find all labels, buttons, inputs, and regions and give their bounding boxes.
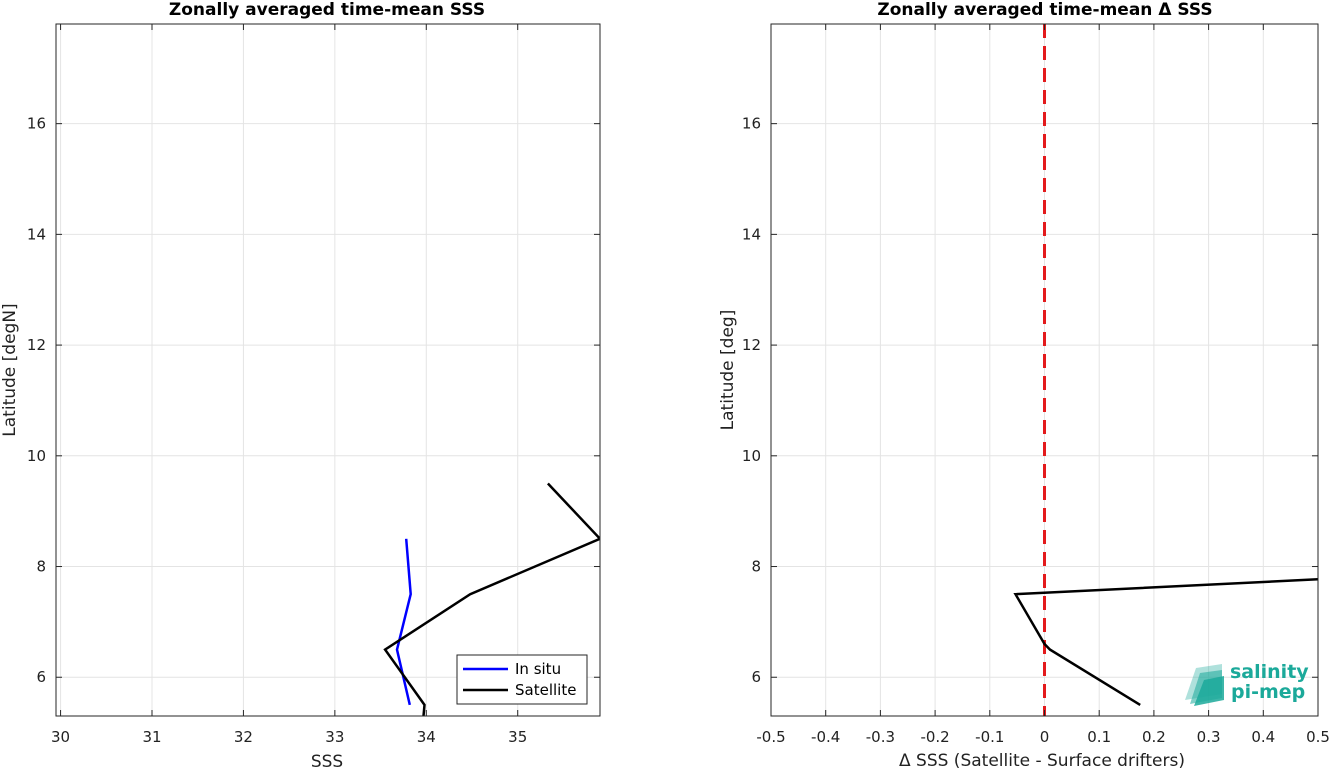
sss-y-tick-label: 10: [27, 447, 46, 465]
sss-y-tick-label: 14: [27, 225, 46, 243]
delta-sss-x-tick-label: -0.3: [866, 728, 895, 746]
delta-sss-x-tick-label: 0.1: [1087, 728, 1111, 746]
sss-x-tick-label: 30: [51, 728, 70, 746]
sss-panel-title: Zonally averaged time-mean SSS: [169, 0, 485, 20]
sss-y-tick-label: 16: [27, 115, 46, 133]
delta-sss-grid: [770, 24, 1319, 716]
delta-sss-x-tick-label: -0.5: [756, 728, 785, 746]
delta-sss-y-tick-label: 16: [742, 115, 761, 133]
delta-sss-series-line-series-0: [1013, 578, 1318, 706]
sss-y-axis-label: Latitude [degN]: [0, 303, 20, 436]
delta-sss-x-tick-label: -0.4: [811, 728, 840, 746]
sss-grid: [56, 24, 600, 716]
sss-series: [383, 482, 600, 716]
sss-x-tick-label: 31: [142, 728, 161, 746]
legend-label-satellite: Satellite: [515, 681, 576, 699]
sss-series-line-in-situ: [395, 538, 412, 706]
logo-text-pi-mep: pi-mep: [1231, 681, 1305, 703]
delta-sss-y-axis-label: Latitude [deg]: [718, 310, 738, 431]
delta-sss-ticks: -0.5 -0.4 -0.3 -0.2 -0.1 0 0.1 0.2 0.3 0.4 0.5 6 8 10…: [742, 24, 1330, 746]
delta-sss-x-tick-label: -0.2: [920, 728, 949, 746]
delta-sss-x-axis-label: Δ SSS (Satellite - Surface drifters): [899, 751, 1185, 769]
delta-sss-y-tick-label: 12: [742, 336, 761, 354]
delta-sss-x-tick-label: 0: [1040, 728, 1050, 746]
legend: In situ Satellite: [456, 654, 588, 705]
delta-sss-x-tick-label: -0.1: [975, 728, 1004, 746]
sss-ticks: 30 31 32 33 34 35 6 8 10 12 14 16: [27, 24, 600, 746]
delta-sss-y-tick-label: 6: [751, 668, 761, 686]
sss-panel: Zonally averaged time-mean SSS 30 31 32 33 3…: [0, 0, 601, 769]
sss-axes-box: [55, 23, 601, 717]
legend-box: [456, 654, 588, 705]
delta-sss-x-tick-label: 0.5: [1306, 728, 1330, 746]
sss-x-tick-label: 35: [508, 728, 527, 746]
sss-y-tick-label: 8: [36, 558, 46, 576]
sss-series-line-satellite: [383, 482, 600, 716]
delta-sss-panel-title: Zonally averaged time-mean Δ SSS: [877, 0, 1212, 20]
delta-sss-y-tick-label: 10: [742, 447, 761, 465]
delta-sss-x-tick-label: 0.4: [1251, 728, 1275, 746]
delta-sss-x-tick-label: 0.3: [1197, 728, 1221, 746]
sss-x-tick-label: 32: [234, 728, 253, 746]
sss-x-tick-label: 34: [417, 728, 436, 746]
logo-wave-front-icon: [1194, 676, 1224, 706]
sss-x-axis-label: SSS: [311, 752, 343, 769]
delta-sss-panel: Zonally averaged time-mean Δ SSS -0.5 -0.…: [718, 0, 1330, 769]
delta-sss-y-tick-label: 14: [742, 225, 761, 243]
delta-sss-x-tick-label: 0.2: [1142, 728, 1166, 746]
salinity-pi-mep-logo: salinity pi-mep: [1185, 661, 1309, 706]
logo-text-salinity: salinity: [1230, 661, 1309, 683]
sss-x-tick-label: 33: [325, 728, 344, 746]
delta-sss-series: [1013, 24, 1318, 716]
delta-sss-y-tick-label: 8: [751, 558, 761, 576]
legend-label-in-situ: In situ: [515, 660, 561, 678]
sss-y-tick-label: 6: [36, 668, 46, 686]
sss-y-tick-label: 12: [27, 336, 46, 354]
